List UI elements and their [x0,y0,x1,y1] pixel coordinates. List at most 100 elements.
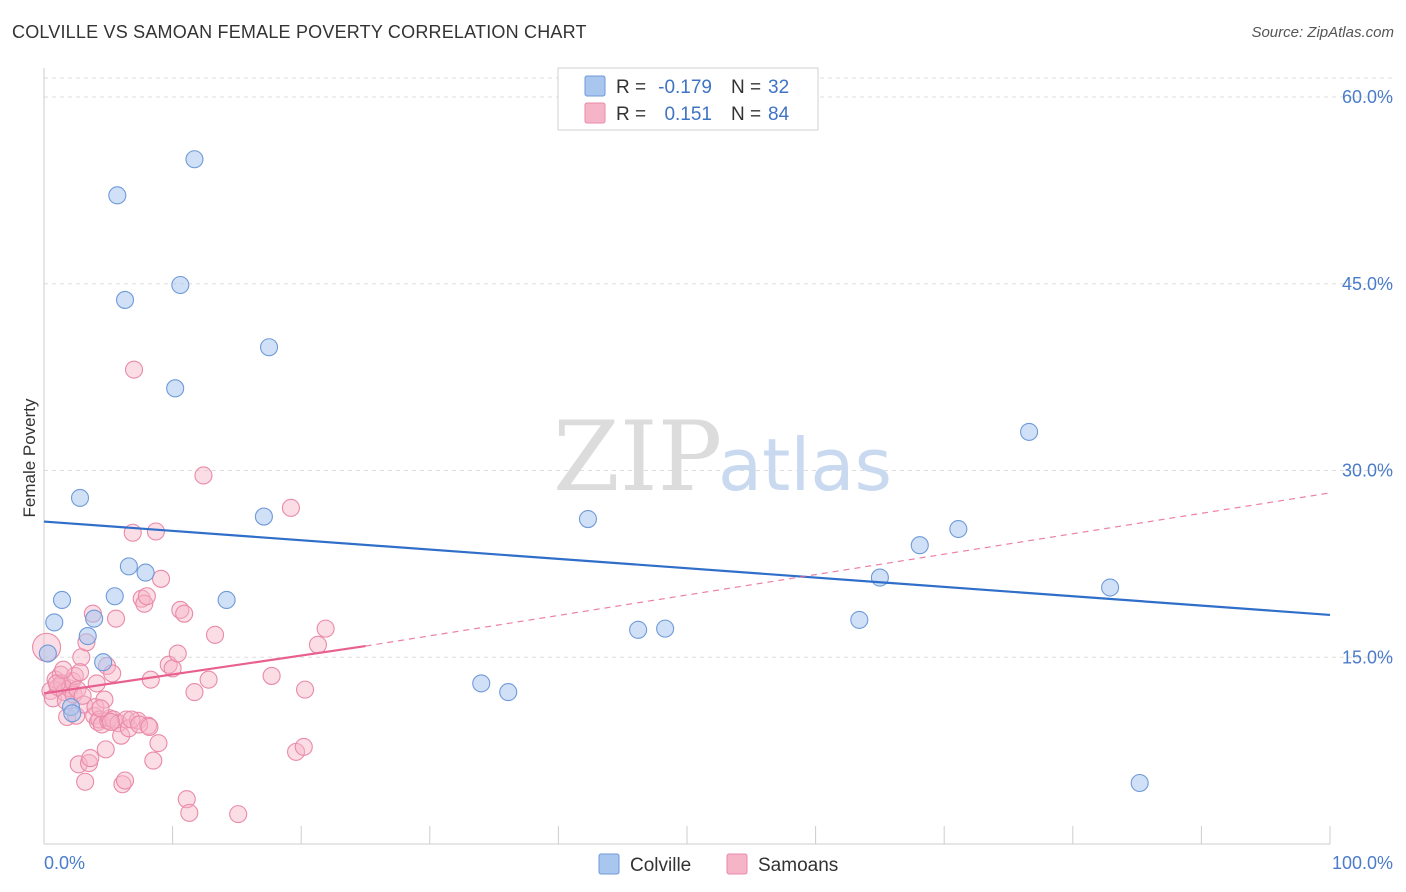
samoans-trend-dashed [365,492,1331,647]
samoans-point [132,589,151,608]
samoans-point [140,717,159,737]
y-axis-label: Female Poverty [20,398,39,518]
legend-r-label-samoans: R = [616,104,646,125]
colville-point [63,704,82,723]
samoans-point [141,670,160,689]
samoans-point [76,772,95,791]
colville-point [166,379,185,398]
legend-n-value-samoans: 84 [768,104,790,125]
colville-point [254,507,273,526]
colville-point [629,620,648,639]
colville-point [185,150,204,169]
legend-box: R = -0.179 N = 32 R = 0.151 N = 84 [557,67,819,131]
colville-point [38,644,57,663]
samoans-point [262,666,281,685]
bottom-legend-label-samoans: Samoans [758,855,838,876]
colville-point [119,557,138,576]
samoans-point [177,790,196,809]
samoans-point [54,660,73,679]
colville-point [108,186,127,205]
colville-point [70,488,90,507]
legend-n-value-colville: 32 [768,77,789,98]
samoans-point [180,803,199,822]
samoans-point [106,609,126,628]
bottom-legend-swatch-colville [598,853,620,875]
samoans-point [96,740,115,759]
samoans-point [137,587,156,606]
watermark-atlas: atlas [718,423,892,507]
trend-lines [43,492,1331,695]
samoans-point [112,726,131,745]
samoans-point [175,604,194,623]
legend-swatch-colville [584,75,606,97]
legend-swatch-samoans [584,102,606,124]
samoans-point [316,619,335,638]
legend-r-value-samoans: 0.151 [664,104,712,125]
bottom-legend-label-colville: Colville [630,855,691,876]
samoans-points [32,360,335,824]
samoans-trend-line [43,644,366,695]
chart-title: COLVILLE VS SAMOAN FEMALE POVERTY CORREL… [12,22,587,42]
samoans-point [95,690,114,709]
colville-trend-line [43,520,1331,617]
colville-point [656,619,675,638]
samoans-point [205,625,225,644]
samoans-point [281,498,300,517]
samoans-point [199,670,218,689]
colville-point [1101,578,1120,597]
legend-r-label-colville: R = [616,77,646,98]
samoans-point [168,644,187,663]
x-tick-label-1: 100.0% [1332,853,1393,873]
legend-r-value-colville: -0.179 [658,77,712,98]
colville-point [217,590,236,610]
samoans-point [296,680,315,699]
tick-labels: 15.0% 30.0% 45.0% 60.0% 0.0% 100.0% [44,87,1393,873]
samoans-point [81,749,100,768]
colville-point [1020,422,1039,441]
colville-point [78,627,97,646]
x-tick-label-0: 0.0% [44,853,85,873]
legend-n-label-samoans: N = [731,104,761,125]
bottom-legend: Colville Samoans [598,853,838,876]
samoans-point [124,360,144,379]
samoans-point [308,635,327,654]
colville-points [38,150,1149,793]
samoans-point [149,734,168,753]
y-tick-label-3: 60.0% [1342,87,1393,107]
samoans-point [229,805,248,824]
colville-point [105,587,124,606]
samoans-point [151,569,171,588]
samoans-point [194,466,213,485]
samoans-point [139,716,158,735]
samoans-point [91,699,110,718]
colville-point [45,613,64,632]
colville-point [52,590,72,610]
samoans-point [87,674,106,693]
samoans-point [294,737,313,756]
samoans-point [101,712,120,732]
axes [43,68,1331,845]
samoans-point [185,683,204,702]
source-credit: Source: ZipAtlas.com [1251,24,1394,41]
watermark-zip: ZIP [553,401,722,513]
watermark: ZIP atlas [553,401,892,513]
colville-point [136,563,155,582]
colville-point [472,674,491,693]
colville-point [578,510,598,529]
samoans-point [135,594,154,613]
colville-point [94,653,113,672]
samoans-point [70,663,90,682]
colville-point [910,536,929,555]
samoans-point [146,522,165,541]
samoans-point [115,771,135,790]
colville-point [115,290,135,309]
colville-point [499,683,518,702]
bottom-legend-swatch-samoans [726,853,748,875]
y-tick-label-2: 45.0% [1342,274,1393,294]
y-tick-label-0: 15.0% [1342,647,1393,667]
colville-point [949,519,968,539]
samoans-point [144,751,163,770]
colville-point [85,609,104,628]
y-tick-label-1: 30.0% [1342,461,1393,481]
